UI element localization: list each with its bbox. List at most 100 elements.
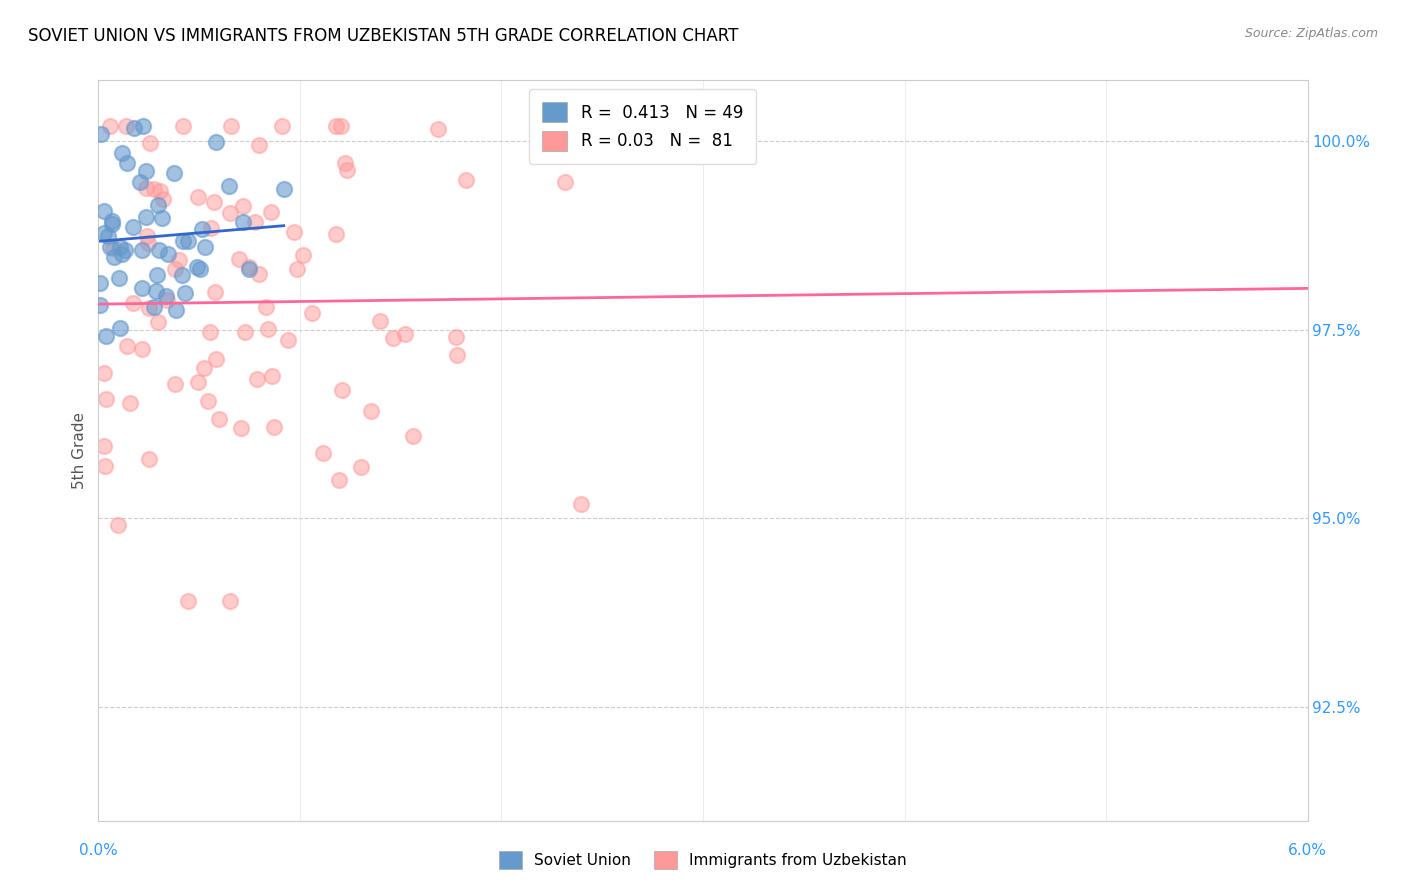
Point xyxy=(238,261,260,276)
Point xyxy=(312,445,335,459)
Point xyxy=(232,215,254,229)
Point xyxy=(115,119,138,133)
Point xyxy=(204,285,226,300)
Point xyxy=(176,235,198,249)
Point xyxy=(103,250,125,264)
Point xyxy=(247,138,270,153)
Point xyxy=(131,243,153,257)
Point xyxy=(138,301,160,316)
Point xyxy=(145,268,167,283)
Point xyxy=(100,217,122,231)
Point xyxy=(246,372,269,386)
Point xyxy=(198,325,221,339)
Point xyxy=(382,331,405,345)
Point xyxy=(235,325,257,339)
Point xyxy=(101,241,124,255)
Point xyxy=(427,121,450,136)
Point xyxy=(193,360,215,375)
Point xyxy=(155,289,177,303)
Point xyxy=(122,121,145,136)
Point xyxy=(257,322,280,336)
Point xyxy=(138,451,160,466)
Point xyxy=(205,136,228,150)
Point xyxy=(135,211,157,225)
Point xyxy=(115,339,138,353)
Point xyxy=(202,194,225,209)
Point xyxy=(328,473,350,487)
Point xyxy=(325,119,347,133)
Point xyxy=(232,199,254,213)
Point xyxy=(231,421,253,435)
Point xyxy=(108,240,131,254)
Point xyxy=(205,351,228,366)
Point xyxy=(131,343,153,357)
Point xyxy=(131,281,153,295)
Point xyxy=(108,271,131,285)
Point xyxy=(101,214,124,228)
Point xyxy=(394,327,416,342)
Point xyxy=(93,366,115,380)
Point xyxy=(291,248,314,262)
Point xyxy=(98,119,121,133)
Point xyxy=(368,314,391,328)
Point xyxy=(228,252,250,266)
Point xyxy=(135,228,157,243)
Point xyxy=(120,396,142,410)
Point xyxy=(111,247,134,261)
Point xyxy=(402,429,425,443)
Point xyxy=(446,348,468,362)
Text: SOVIET UNION VS IMMIGRANTS FROM UZBEKISTAN 5TH GRADE CORRELATION CHART: SOVIET UNION VS IMMIGRANTS FROM UZBEKIST… xyxy=(28,27,738,45)
Point xyxy=(163,165,186,179)
Point xyxy=(260,205,283,219)
Point xyxy=(454,172,477,186)
Point xyxy=(238,260,260,274)
Point xyxy=(187,375,209,389)
Point xyxy=(143,182,166,196)
Point xyxy=(152,192,174,206)
Point xyxy=(218,179,240,194)
Point xyxy=(108,320,131,334)
Point xyxy=(208,412,231,426)
Point xyxy=(170,268,193,282)
Point xyxy=(333,155,356,169)
Point xyxy=(200,220,222,235)
Point xyxy=(129,175,152,189)
Point xyxy=(165,303,187,318)
Point xyxy=(165,376,187,391)
Point xyxy=(336,163,359,178)
Point xyxy=(569,497,592,511)
Legend: R =  0.413   N = 49, R = 0.03   N =  81: R = 0.413 N = 49, R = 0.03 N = 81 xyxy=(529,88,756,164)
Point xyxy=(283,225,305,239)
Point xyxy=(157,246,180,260)
Point xyxy=(173,285,195,300)
Point xyxy=(186,260,208,274)
Point xyxy=(89,297,111,311)
Point xyxy=(94,329,117,343)
Point xyxy=(111,146,134,161)
Point xyxy=(98,240,121,254)
Point xyxy=(132,119,155,133)
Point xyxy=(247,267,270,281)
Point xyxy=(97,229,120,244)
Point xyxy=(218,594,240,608)
Point xyxy=(277,333,299,347)
Point xyxy=(169,252,191,267)
Point xyxy=(114,243,136,257)
Point xyxy=(350,460,373,475)
Point xyxy=(148,243,170,257)
Text: 0.0%: 0.0% xyxy=(79,843,118,858)
Point xyxy=(254,300,277,314)
Point xyxy=(285,261,308,276)
Point xyxy=(143,300,166,314)
Point xyxy=(115,156,138,170)
Point xyxy=(149,184,172,198)
Point xyxy=(187,190,209,204)
Point xyxy=(90,128,112,142)
Point xyxy=(172,234,194,248)
Text: Source: ZipAtlas.com: Source: ZipAtlas.com xyxy=(1244,27,1378,40)
Text: 6.0%: 6.0% xyxy=(1288,843,1327,858)
Point xyxy=(325,227,347,241)
Point xyxy=(263,420,285,434)
Point xyxy=(329,119,352,133)
Point xyxy=(135,163,157,178)
